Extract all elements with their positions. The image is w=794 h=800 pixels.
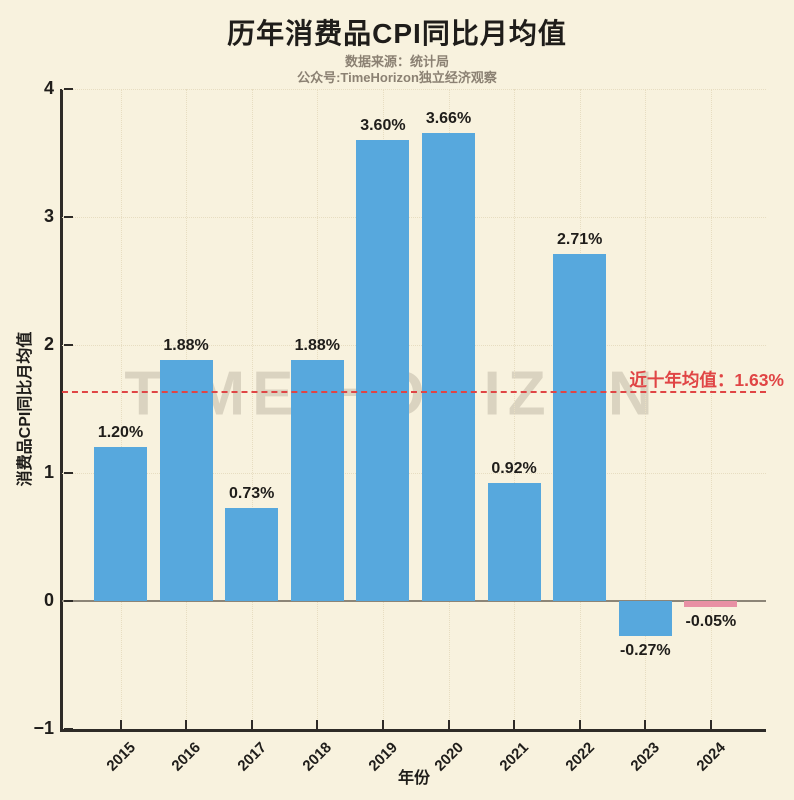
chart-title: 历年消费品CPI同比月均值 xyxy=(227,18,567,49)
x-axis-label: 年份 xyxy=(397,770,431,787)
bar-value-label: 3.66% xyxy=(425,109,472,127)
gridline-horizontal xyxy=(62,345,766,346)
gridline-vertical xyxy=(120,89,122,729)
x-tick-label-2024: 2024 xyxy=(693,739,729,775)
x-tick-label-2022: 2022 xyxy=(562,739,598,775)
x-tick-label-2018: 2018 xyxy=(299,739,336,775)
y-tick-mark xyxy=(64,600,73,602)
y-tick-mark xyxy=(64,88,73,90)
x-tick-mark xyxy=(513,720,516,729)
data-source-subtitle: 数据来源：统计局 xyxy=(344,54,449,69)
y-tick-label-2: 2 xyxy=(43,334,54,354)
bar-value-label: 0.73% xyxy=(229,484,275,502)
y-axis-spine xyxy=(60,89,63,731)
y-tick-mark xyxy=(64,216,73,218)
x-tick-mark xyxy=(709,720,712,729)
y-tick-mark xyxy=(64,472,73,474)
bar-2017 xyxy=(225,507,279,601)
bar-value-label: 2.71% xyxy=(557,231,603,249)
x-tick-label-2016: 2016 xyxy=(168,739,205,775)
x-tick-label-2021: 2021 xyxy=(496,739,533,775)
bar-2016 xyxy=(159,360,213,601)
bar-2015 xyxy=(94,447,147,601)
bar-value-label: 1.88% xyxy=(163,337,209,355)
x-axis-spine xyxy=(60,729,766,732)
bar-value-label: 3.60% xyxy=(360,117,406,135)
x-tick-mark xyxy=(316,720,319,729)
average-line-label: 近十年均值：1.63% xyxy=(629,370,784,391)
bar-2023 xyxy=(618,601,672,636)
y-tick-label-3: 3 xyxy=(43,206,54,226)
bar-value-label: 0.92% xyxy=(491,460,537,478)
y-tick-label--1: −1 xyxy=(33,718,54,738)
y-tick-label-4: 4 xyxy=(43,78,54,98)
gridline-vertical xyxy=(514,89,516,729)
y-tick-mark xyxy=(64,344,73,346)
x-tick-mark xyxy=(644,720,647,729)
gridline-horizontal xyxy=(62,473,766,474)
y-tick-label-1: 1 xyxy=(43,462,54,482)
x-tick-label-2019: 2019 xyxy=(365,739,401,775)
gridline-vertical xyxy=(710,89,712,729)
bar-value-label: -0.05% xyxy=(685,613,737,631)
x-tick-mark xyxy=(185,720,188,729)
bar-2021 xyxy=(487,483,541,601)
average-dashed-line xyxy=(62,391,766,394)
gridline-vertical xyxy=(251,89,253,729)
x-tick-mark xyxy=(447,720,450,729)
gridline-vertical xyxy=(645,89,647,729)
x-tick-label-2017: 2017 xyxy=(234,739,270,775)
plot-area: TIME HORIZON 1.20%1.88%0.73%1.88%3.60%3.… xyxy=(60,88,784,775)
bar-2024 xyxy=(684,601,738,608)
x-tick-mark xyxy=(119,720,122,729)
bar-2019 xyxy=(356,140,410,601)
wechat-subtitle: 公众号:TimeHorizon独立经济观察 xyxy=(297,70,497,85)
bar-value-label: 1.88% xyxy=(294,337,340,355)
x-tick-mark xyxy=(250,720,253,729)
bar-2022 xyxy=(553,254,607,601)
x-tick-label-2015: 2015 xyxy=(102,739,139,775)
zero-line xyxy=(62,600,766,602)
x-tick-mark xyxy=(381,720,384,729)
y-tick-mark xyxy=(64,728,73,730)
y-tick-label-0: 0 xyxy=(43,590,54,610)
bar-value-label: -0.27% xyxy=(619,641,671,659)
gridline-horizontal xyxy=(62,217,766,218)
x-tick-mark xyxy=(578,720,581,729)
bar-2018 xyxy=(290,360,344,601)
gridline-horizontal xyxy=(62,89,766,90)
x-tick-label-2023: 2023 xyxy=(627,739,664,775)
bar-value-label: 1.20% xyxy=(97,424,144,442)
bar-2020 xyxy=(422,132,475,601)
